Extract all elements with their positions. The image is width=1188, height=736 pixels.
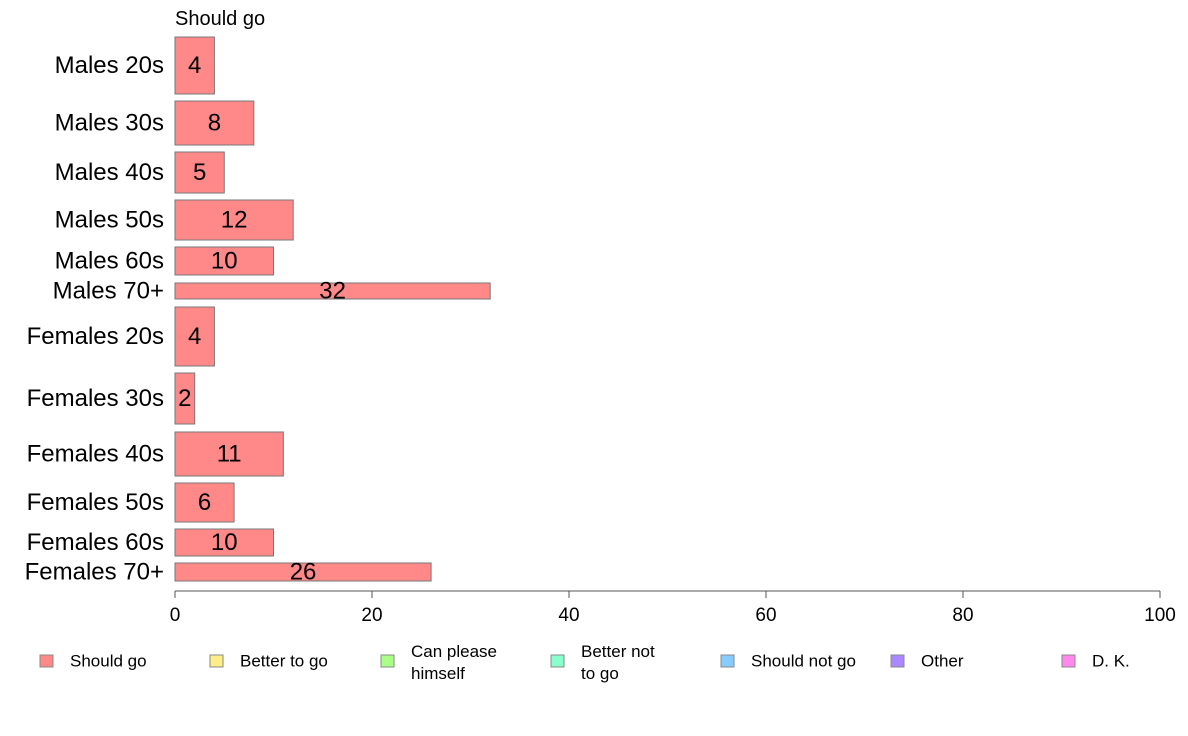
- legend-swatch: [890, 654, 905, 668]
- category-labels: Males 20s Males 30s Males 40s Males 50s Male…: [25, 52, 164, 586]
- bar-value-label: 32: [319, 278, 346, 305]
- category-label: Males 40s: [55, 159, 164, 186]
- legend-swatch: [39, 654, 54, 668]
- legend-label: Other: [921, 652, 964, 671]
- bar: [174, 431, 284, 477]
- category-label: Males 20s: [55, 52, 164, 79]
- bar: [174, 282, 491, 300]
- bar-value-label: 8: [208, 110, 221, 137]
- category-label: Females 50s: [27, 489, 164, 516]
- x-tick-label: 100: [1144, 605, 1176, 626]
- bar: [174, 199, 294, 241]
- legend-swatch: [1061, 654, 1076, 668]
- bar: [174, 100, 255, 146]
- bar-value-label: 10: [211, 248, 238, 275]
- legend-label: Should go: [70, 652, 147, 671]
- category-label: Females 70+: [25, 559, 164, 586]
- x-tick-label: 20: [361, 605, 382, 626]
- legend-swatch: [380, 654, 395, 668]
- bar: [174, 562, 432, 582]
- x-tick-label: 0: [170, 605, 181, 626]
- category-label: Males 60s: [55, 248, 164, 275]
- bar-value-label: 26: [290, 559, 317, 586]
- legend-label: Better not to go: [581, 642, 655, 683]
- category-label: Males 50s: [55, 207, 164, 234]
- legend-label: Should not go: [751, 652, 856, 671]
- bar-value-label: 11: [217, 441, 242, 468]
- legend-swatch: [209, 654, 224, 668]
- bar-value-label: 4: [188, 323, 201, 350]
- bar-value-label: 10: [211, 529, 238, 556]
- category-label: Males 70+: [53, 278, 164, 305]
- legend-label: Better to go: [240, 652, 328, 671]
- x-tick-label: 60: [755, 605, 776, 626]
- series-header: Should go: [175, 8, 265, 30]
- bar: [174, 246, 274, 276]
- bar: [174, 372, 196, 425]
- bar-value-label: 6: [198, 489, 211, 516]
- bar-value-label: 5: [193, 159, 206, 186]
- bar: [174, 482, 235, 523]
- bar-value-label: 2: [178, 385, 191, 412]
- category-label: Females 60s: [27, 529, 164, 556]
- bar: [174, 528, 274, 557]
- bar-value-label: 12: [221, 207, 248, 234]
- legend: Should go Better to go Can please himself Be…: [39, 642, 1130, 683]
- bar-value-label: 4: [188, 52, 201, 79]
- category-label: Females 40s: [27, 441, 164, 468]
- x-tick-label: 80: [952, 605, 973, 626]
- legend-swatch: [550, 654, 565, 668]
- category-label: Females 20s: [27, 323, 164, 350]
- bar: [174, 36, 215, 95]
- category-label: Males 30s: [55, 110, 164, 137]
- x-axis: 0 20 40 60 80 100: [170, 590, 1176, 626]
- legend-label: D. K.: [1092, 652, 1130, 671]
- category-label: Females 30s: [27, 385, 164, 412]
- bar: [174, 306, 215, 367]
- legend-label: Can please himself: [411, 642, 497, 683]
- x-tick-label: 40: [558, 605, 579, 626]
- bar: [174, 151, 225, 194]
- legend-swatch: [720, 654, 735, 668]
